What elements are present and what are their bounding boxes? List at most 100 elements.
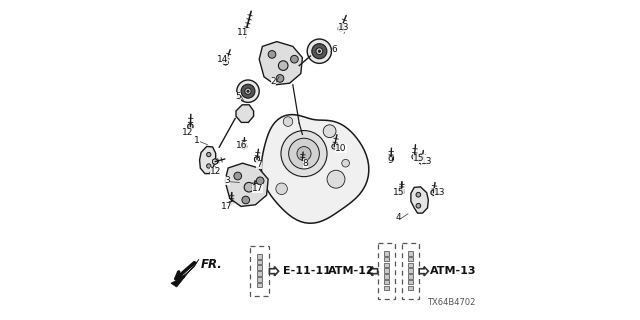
Polygon shape	[242, 144, 246, 149]
Text: TX64B4702: TX64B4702	[427, 298, 475, 307]
Bar	[257, 271, 262, 276]
Polygon shape	[171, 259, 199, 287]
Bar	[408, 262, 413, 267]
Polygon shape	[300, 158, 305, 162]
Circle shape	[338, 26, 343, 31]
Circle shape	[247, 90, 249, 92]
Circle shape	[431, 190, 436, 195]
Circle shape	[416, 192, 420, 197]
Text: 4: 4	[396, 213, 401, 222]
Circle shape	[234, 172, 242, 180]
Circle shape	[332, 144, 337, 149]
Polygon shape	[255, 156, 259, 162]
Circle shape	[297, 147, 311, 161]
Circle shape	[223, 60, 228, 65]
Bar	[384, 280, 389, 284]
Bar	[408, 257, 413, 261]
Bar	[257, 260, 262, 264]
Text: 12: 12	[211, 167, 221, 176]
Text: 11: 11	[237, 28, 249, 36]
Text: 10: 10	[335, 144, 346, 153]
Polygon shape	[399, 189, 404, 195]
Circle shape	[291, 55, 298, 63]
Text: 5: 5	[236, 92, 241, 100]
Circle shape	[312, 44, 327, 59]
Polygon shape	[225, 163, 268, 206]
Bar	[257, 266, 262, 270]
Circle shape	[388, 156, 394, 161]
Text: ATM-12: ATM-12	[328, 266, 374, 276]
Bar	[378, 243, 396, 299]
Text: E-11-11: E-11-11	[283, 266, 331, 276]
Polygon shape	[388, 156, 394, 161]
Circle shape	[268, 51, 276, 58]
Polygon shape	[419, 159, 424, 164]
Text: 15: 15	[413, 154, 425, 163]
Bar	[402, 243, 419, 299]
Circle shape	[242, 196, 250, 204]
Circle shape	[207, 164, 211, 168]
Circle shape	[244, 182, 254, 192]
Circle shape	[276, 75, 284, 82]
Circle shape	[257, 177, 264, 185]
Text: 1: 1	[194, 136, 200, 145]
Text: 17: 17	[221, 202, 233, 211]
Text: FR.: FR.	[201, 258, 222, 271]
Circle shape	[276, 183, 287, 195]
Bar	[408, 268, 413, 273]
Text: 12: 12	[182, 128, 193, 137]
Bar	[384, 257, 389, 261]
Text: 7: 7	[257, 160, 262, 169]
Circle shape	[242, 144, 247, 149]
Bar	[408, 280, 413, 284]
Circle shape	[212, 159, 218, 164]
Circle shape	[289, 138, 319, 169]
Circle shape	[416, 204, 420, 208]
Text: 17: 17	[252, 184, 263, 193]
Text: 9: 9	[388, 156, 393, 164]
Polygon shape	[188, 124, 193, 129]
Text: 13: 13	[422, 157, 433, 166]
Bar	[384, 262, 389, 267]
Text: 3: 3	[225, 176, 230, 185]
Circle shape	[254, 157, 260, 162]
Bar	[384, 268, 389, 273]
Text: 13: 13	[435, 188, 445, 196]
Bar	[384, 274, 389, 279]
Polygon shape	[339, 26, 343, 32]
Bar	[257, 277, 262, 282]
Circle shape	[300, 157, 305, 163]
Bar	[257, 283, 262, 287]
Circle shape	[245, 88, 251, 94]
Bar	[250, 246, 269, 296]
Text: 15: 15	[393, 188, 404, 196]
Polygon shape	[431, 190, 436, 196]
Polygon shape	[223, 60, 228, 65]
Circle shape	[327, 170, 345, 188]
Bar	[408, 285, 413, 290]
Circle shape	[323, 125, 336, 138]
Bar	[384, 285, 389, 290]
Circle shape	[188, 124, 193, 129]
Circle shape	[419, 159, 424, 164]
Circle shape	[283, 117, 293, 126]
Circle shape	[281, 131, 327, 177]
Polygon shape	[369, 267, 378, 276]
Text: 13: 13	[339, 23, 349, 32]
Polygon shape	[200, 147, 216, 173]
Circle shape	[342, 159, 349, 167]
Circle shape	[316, 48, 323, 55]
Text: 14: 14	[217, 55, 228, 64]
Polygon shape	[269, 267, 278, 276]
Text: 16: 16	[236, 141, 247, 150]
Polygon shape	[212, 159, 218, 164]
Bar	[384, 251, 389, 256]
Text: 6: 6	[332, 45, 337, 54]
Text: 2: 2	[271, 77, 276, 86]
Bar	[257, 254, 262, 259]
Polygon shape	[259, 42, 302, 85]
Polygon shape	[236, 105, 253, 123]
Polygon shape	[411, 187, 428, 213]
Circle shape	[237, 80, 259, 102]
Circle shape	[318, 50, 321, 52]
